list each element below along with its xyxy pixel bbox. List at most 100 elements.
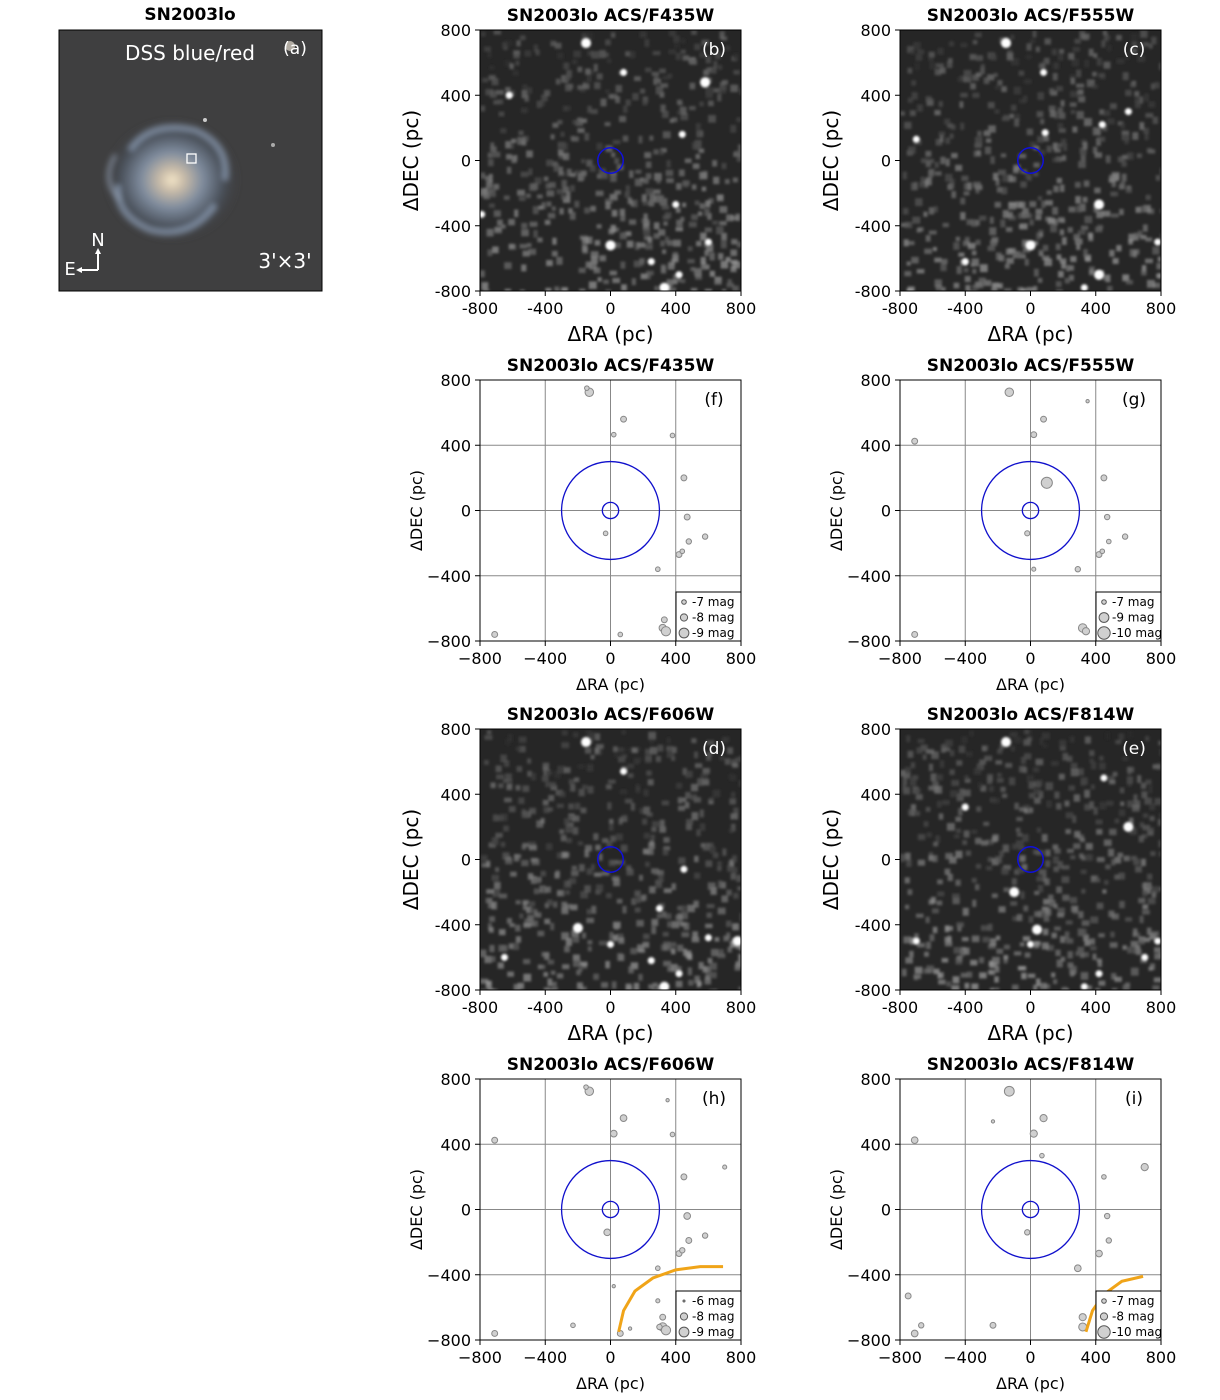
star-point	[1101, 1174, 1107, 1180]
x-tick-label: -400	[947, 998, 983, 1017]
inner-circle	[601, 501, 620, 520]
star-point	[1100, 474, 1108, 482]
x-tick-label: -800	[882, 299, 918, 318]
x-tick-label: −800	[458, 1348, 502, 1367]
x-tick-label: 400	[1080, 649, 1111, 668]
source-6	[572, 923, 583, 934]
panel-g: SN2003lo ACS/F555W -7 mag -9 mag-10 mag −80…	[827, 356, 1176, 694]
star-point	[491, 1136, 499, 1144]
legend-label: -7 mag	[1112, 1294, 1154, 1308]
y-tick-label: 400	[860, 436, 891, 455]
plot-area	[480, 30, 741, 291]
x-axis-label: ΔRA (pc)	[987, 1021, 1073, 1045]
x-tick-label: -800	[882, 998, 918, 1017]
y-tick-label: 0	[461, 152, 471, 171]
star-point	[1029, 1129, 1038, 1138]
y-tick-label: −400	[847, 1266, 891, 1285]
legend-label: -10 mag	[1112, 1325, 1162, 1339]
star-point	[602, 530, 609, 537]
star-point	[701, 1232, 709, 1239]
legend-label: -9 mag	[1112, 611, 1154, 625]
source-8	[1154, 937, 1161, 945]
x-tick-label: 0	[605, 299, 615, 318]
star-point	[685, 538, 692, 545]
star-point	[722, 1164, 728, 1170]
panel-a-svg: SN2003lo DSS blue/red (a) 3'×3' N E	[58, 5, 323, 292]
legend-marker	[681, 599, 687, 605]
x-tick-label: 0	[605, 649, 615, 668]
x-tick-label: −400	[523, 1348, 567, 1367]
source-1	[620, 68, 628, 76]
sn-location-box	[186, 153, 197, 164]
star-point	[911, 631, 919, 638]
star-point	[1103, 1212, 1111, 1220]
legend-marker	[1097, 1325, 1111, 1339]
source-6	[1094, 269, 1105, 280]
star-point	[656, 1323, 663, 1331]
inner-circle	[1021, 501, 1040, 520]
x-axis-label: ΔRA (pc)	[576, 675, 645, 694]
star-point	[679, 1247, 686, 1254]
source-7	[680, 865, 688, 873]
star-point	[904, 1292, 912, 1300]
panel-label: (f)	[704, 390, 723, 410]
y-tick-label: 0	[461, 502, 471, 521]
panel-label: (g)	[1122, 390, 1146, 410]
y-tick-label: -400	[435, 217, 471, 236]
y-axis-label: ΔDEC (pc)	[827, 470, 846, 551]
inner-circle	[1021, 1200, 1040, 1219]
legend-marker	[1099, 1312, 1109, 1321]
compass-east: E	[64, 259, 75, 280]
source-9	[700, 77, 711, 88]
y-axis-label: ΔDEC (pc)	[819, 110, 843, 211]
x-tick-label: 800	[726, 1348, 757, 1367]
source-1	[620, 767, 628, 775]
legend-label: -7 mag	[692, 595, 734, 609]
star-point	[1078, 1313, 1087, 1322]
star-point	[1074, 566, 1081, 573]
source-2	[1027, 940, 1034, 948]
x-axis-label: ΔRA (pc)	[567, 1021, 653, 1045]
bright-sources	[500, 737, 741, 990]
panel-label: (d)	[702, 739, 726, 759]
source-6	[1009, 887, 1020, 898]
x-tick-label: 0	[1025, 649, 1035, 668]
sn-marker-circle	[597, 147, 624, 174]
sn-marker-circle	[1017, 147, 1044, 174]
star-point	[683, 513, 691, 521]
panel-title: SN2003lo ACS/F606W	[507, 705, 715, 725]
y-tick-label: -400	[855, 217, 891, 236]
star-point	[1024, 1229, 1031, 1236]
star-point	[680, 474, 688, 482]
star-point	[659, 1313, 667, 1321]
star-point	[1031, 566, 1037, 572]
star-point	[584, 385, 590, 391]
y-tick-label: −800	[847, 1331, 891, 1350]
x-tick-label: 400	[1080, 998, 1111, 1017]
star-point	[910, 1136, 919, 1145]
x-tick-label: 800	[1146, 1348, 1177, 1367]
outer-circle	[560, 460, 661, 561]
star-point	[1121, 533, 1129, 540]
x-tick-label: −400	[523, 649, 567, 668]
source-4	[675, 970, 683, 978]
legend-label: -8 mag	[692, 1310, 734, 1324]
legend-label: -9 mag	[692, 1325, 734, 1339]
y-tick-label: −800	[427, 632, 471, 651]
star-point	[990, 1119, 996, 1124]
outer-circle	[980, 460, 1081, 561]
legend-label: -6 mag	[692, 1294, 734, 1308]
panel-label: (h)	[702, 1089, 726, 1109]
y-axis-label: ΔDEC (pc)	[399, 809, 423, 910]
star-point	[665, 1098, 670, 1103]
star-point	[655, 1298, 661, 1304]
legend-marker	[679, 1312, 689, 1321]
x-tick-label: 0	[1025, 998, 1035, 1017]
y-tick-label: 800	[860, 720, 891, 739]
star-point	[655, 566, 661, 573]
source-9	[732, 936, 741, 947]
y-tick-label: 800	[440, 21, 471, 40]
panel-title: SN2003lo ACS/F435W	[507, 356, 715, 376]
x-tick-label: 0	[605, 998, 615, 1017]
